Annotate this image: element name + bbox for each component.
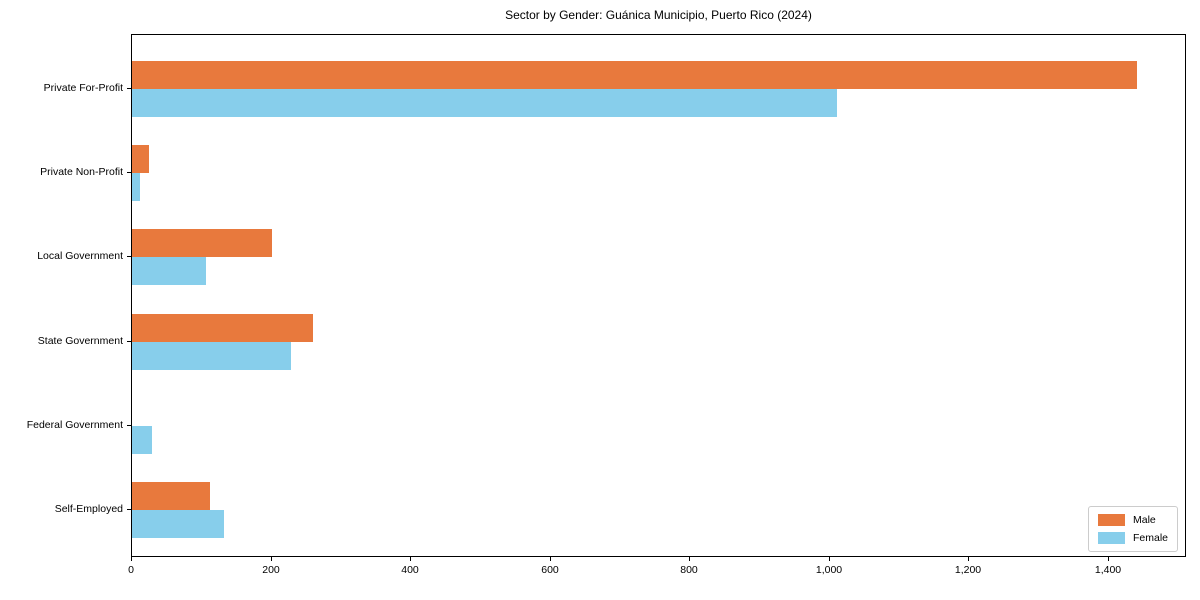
- legend-item-female: Female: [1097, 532, 1168, 544]
- x-tick-label-600: 600: [541, 564, 559, 576]
- x-tick-label-200: 200: [262, 564, 280, 576]
- legend: Male Female: [1087, 506, 1178, 552]
- y-tick-mark: [127, 424, 131, 426]
- legend-swatch-male-icon: [1097, 514, 1125, 526]
- x-tick-mark: [550, 557, 551, 561]
- x-tick-mark: [131, 557, 132, 561]
- bar-female-private-for-profit: [132, 89, 837, 117]
- chart-title: Sector by Gender: Guánica Municipio, Pue…: [505, 8, 812, 22]
- bar-female-local-government: [132, 257, 206, 286]
- y-tick-mark: [127, 256, 131, 258]
- y-tick-label-federal-government: Federal Government: [26, 418, 123, 431]
- x-tick-label-800: 800: [680, 564, 698, 576]
- x-tick-label-1-000: 1,000: [815, 564, 843, 576]
- bar-male-private-non-profit: [132, 145, 149, 174]
- bar-male-self-employed: [132, 482, 210, 510]
- bar-female-private-non-profit: [132, 173, 140, 202]
- y-tick-mark: [127, 509, 131, 510]
- x-tick-mark: [689, 557, 690, 561]
- x-tick-label-1-400: 1,400: [1094, 564, 1122, 576]
- plot-area: Male Female: [131, 34, 1186, 557]
- x-tick-mark: [968, 557, 969, 561]
- y-tick-label-private-for-profit: Private For-Profit: [43, 82, 123, 94]
- legend-item-male: Male: [1097, 514, 1168, 526]
- x-tick-mark: [829, 557, 830, 561]
- legend-label-female: Female: [1132, 532, 1168, 544]
- y-tick-label-local-government: Local Government: [37, 250, 123, 263]
- x-tick-mark: [271, 557, 272, 561]
- bar-female-federal-government: [132, 425, 152, 454]
- y-tick-label-private-non-profit: Private Non-Profit: [40, 166, 123, 179]
- bar-female-state-government: [132, 341, 291, 370]
- bar-female-self-employed: [132, 510, 224, 538]
- bar-male-private-for-profit: [132, 61, 1137, 89]
- x-tick-label-400: 400: [401, 564, 419, 576]
- x-tick-label-0: 0: [128, 564, 134, 576]
- x-tick-mark: [410, 557, 411, 561]
- y-tick-mark: [127, 88, 131, 89]
- x-tick-label-1-200: 1,200: [954, 564, 982, 576]
- y-tick-mark: [127, 340, 131, 342]
- legend-swatch-female-icon: [1097, 532, 1125, 544]
- y-tick-label-self-employed: Self-Employed: [54, 503, 123, 515]
- y-tick-mark: [127, 172, 131, 174]
- y-tick-label-state-government: State Government: [37, 334, 123, 347]
- legend-label-male: Male: [1132, 514, 1156, 526]
- bar-male-local-government: [132, 229, 272, 258]
- bar-male-state-government: [132, 313, 313, 342]
- x-tick-mark: [1108, 557, 1109, 561]
